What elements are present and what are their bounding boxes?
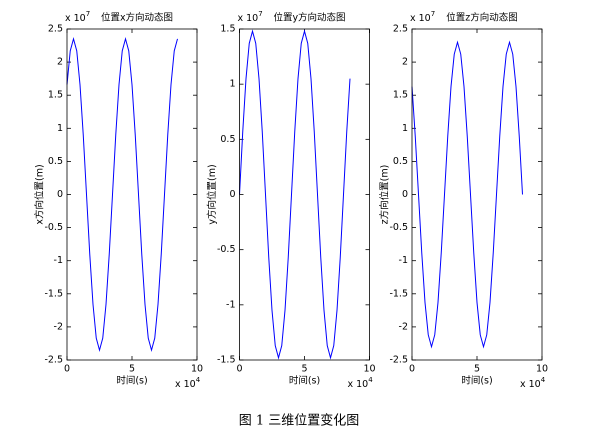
y-tick-label: -2.5 [44, 355, 63, 366]
multiplier-base: x 10 [65, 13, 86, 24]
x-tick-label: 0 [409, 364, 415, 375]
multiplier-exponent: 7 [258, 10, 262, 18]
y-tick-label: 1.5 [393, 90, 408, 101]
x-tick-label: 10 [363, 364, 375, 375]
multiplier-exponent: 4 [541, 376, 546, 384]
x-axis-label: 时间(s) [289, 375, 320, 387]
y-tick-label: -1 [226, 299, 235, 310]
multiplier-base: x 10 [520, 379, 541, 390]
y-tick-label: 0 [57, 189, 63, 200]
multiplier-base: x 10 [348, 379, 369, 390]
y-axis-label: x方向位置(m) [34, 164, 46, 224]
x-axis-label: 时间(s) [461, 375, 492, 387]
y-tick-label: 2.5 [393, 24, 408, 35]
multiplier-base: x 10 [238, 13, 259, 24]
figure-caption: 图 1 三维位置变化图 [239, 413, 360, 429]
x-tick-label: 5 [301, 364, 307, 375]
y-tick-label: -2 [399, 321, 408, 332]
y-tick-label: 0.5 [393, 156, 408, 167]
y-axis-label: y方向位置(m) [206, 164, 218, 224]
chart-title: 位置x方向动态图 [101, 12, 173, 24]
x-multiplier: x 104 [175, 376, 201, 390]
y-axis-label: z方向位置(m) [379, 165, 391, 225]
axes-box [66, 28, 198, 361]
y-tick-label: -1 [399, 255, 408, 266]
y-tick-label: -1.5 [389, 288, 408, 299]
x-multiplier: x 104 [520, 376, 546, 390]
y-tick-label: 2 [57, 57, 63, 68]
y-multiplier: x 107 [238, 10, 263, 24]
x-tick-label: 0 [64, 364, 70, 375]
chart-title: 位置z方向动态图 [446, 12, 518, 24]
y-tick-label: -1.5 [217, 355, 236, 366]
data-line [66, 37, 178, 352]
y-tick-label: 0 [229, 189, 235, 200]
y-tick-label: 1.5 [220, 24, 235, 35]
data-line [239, 29, 351, 360]
multiplier-exponent: 7 [86, 10, 90, 18]
x-multiplier: x 104 [348, 376, 374, 390]
x-tick-label: 0 [236, 364, 242, 375]
y-tick-label: 1 [229, 79, 235, 90]
y-tick-label: -0.5 [389, 222, 408, 233]
chart-title: 位置y方向动态图 [273, 12, 345, 24]
x-axis-label: 时间(s) [116, 375, 147, 387]
y-tick-label: 0 [402, 189, 408, 200]
y-tick-label: 1.5 [48, 90, 63, 101]
multiplier-exponent: 7 [431, 10, 435, 18]
x-tick-label: 5 [474, 364, 480, 375]
y-multiplier: x 107 [410, 10, 435, 24]
multiplier-exponent: 4 [196, 376, 201, 384]
x-tick-label: 10 [536, 364, 548, 375]
y-tick-label: 0.5 [220, 134, 235, 145]
y-multiplier: x 107 [65, 10, 90, 24]
plot-area [239, 29, 370, 360]
axes-box [411, 28, 543, 361]
data-line [411, 40, 523, 349]
y-tick-label: -0.5 [44, 222, 63, 233]
y-tick-label: 0.5 [48, 156, 63, 167]
y-tick-label: -1.5 [44, 288, 63, 299]
y-tick-label: -0.5 [217, 244, 236, 255]
y-tick-label: -1 [54, 255, 63, 266]
y-tick-label: 2.5 [48, 24, 63, 35]
y-tick-label: 1 [57, 123, 63, 134]
x-tick-label: 5 [129, 364, 135, 375]
x-tick-label: 10 [191, 364, 203, 375]
multiplier-exponent: 4 [368, 376, 373, 384]
y-tick-label: -2.5 [389, 355, 408, 366]
multiplier-base: x 10 [410, 13, 431, 24]
multiplier-base: x 10 [175, 379, 196, 390]
y-tick-label: 2 [402, 57, 408, 68]
axes-box [239, 28, 370, 361]
y-tick-label: -2 [54, 321, 63, 332]
y-tick-label: 1 [402, 123, 408, 134]
